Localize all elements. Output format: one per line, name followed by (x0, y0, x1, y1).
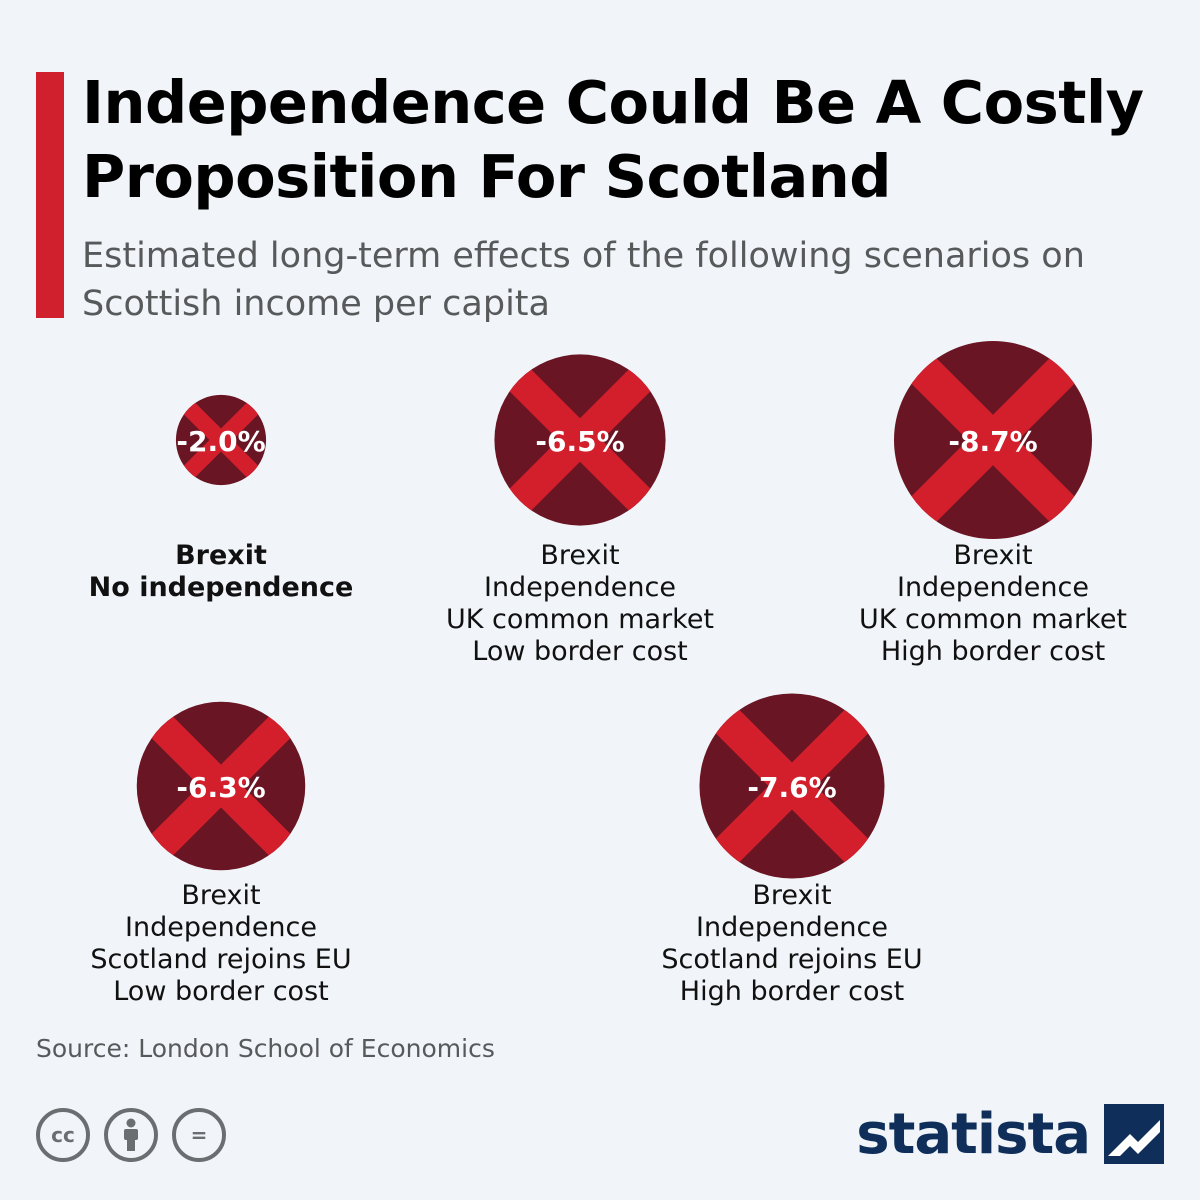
scenario-caption-line: Brexit (752, 880, 832, 911)
bubble: -6.5% (494, 354, 666, 526)
bubble-value-label: -7.6% (747, 771, 836, 804)
bubble: -6.3% (136, 701, 306, 871)
scenario-caption-line: Independence (483, 572, 676, 603)
scenario-caption-line: Low border cost (472, 636, 688, 667)
bubble-value-label: -6.3% (176, 771, 265, 804)
scenario-caption-line: High border cost (679, 976, 905, 1007)
scenario-caption-line: Scotland rejoins EU (661, 944, 923, 975)
bubble-value-label: -8.7% (948, 425, 1037, 458)
bubble-chart: -2.0% -6.5% -8.7% -6.3% -7.6% Brexit No indep… (0, 340, 1200, 1040)
bubble-value-label: -2.0% (176, 425, 265, 458)
scenario-caption-line: Brexit (953, 540, 1033, 571)
saltire-stripe (175, 394, 267, 486)
no-derivatives-icon[interactable]: = (172, 1108, 226, 1162)
scenario-caption: Brexit No independence (89, 540, 354, 604)
saltire-stripe (894, 341, 1092, 539)
statista-logo[interactable]: statista (856, 1098, 1164, 1170)
page-subtitle: Estimated long-term effects of the follo… (82, 236, 1085, 324)
scenario-caption-line: Brexit (540, 540, 620, 571)
scenario-caption-line: Brexit (181, 880, 261, 911)
scenario-caption-line: Brexit (175, 540, 267, 571)
scenario-caption-line: High border cost (880, 636, 1106, 667)
license-icons: cc = (36, 1108, 226, 1162)
scenario-caption-line: No independence (88, 572, 354, 603)
scenario-caption: Brexit Independence UK common market High b… (859, 540, 1127, 668)
cc-icon[interactable]: cc (36, 1108, 90, 1162)
scenario-caption-line: Independence (695, 912, 889, 943)
scenario-caption-line: Scotland rejoins EU (90, 944, 352, 975)
scenario-caption-line: Independence (124, 912, 318, 943)
source-note: Source: London School of Economics (36, 1034, 495, 1063)
page-title: Independence Could Be A Costly Propositi… (82, 68, 1144, 211)
saltire-stripe (699, 693, 885, 879)
accent-bar (36, 72, 64, 318)
bubble: -7.6% (699, 693, 885, 879)
statista-mark-icon (1104, 1104, 1164, 1164)
scenario-caption: Brexit Independence Scotland rejoins EU Hig… (661, 880, 922, 1008)
scenario-caption-line: Low border cost (113, 976, 329, 1007)
saltire-stripe (494, 354, 666, 526)
scenario-caption-line: UK common market (445, 604, 715, 635)
brand-name: statista (856, 1101, 1091, 1167)
saltire-stripe (136, 701, 306, 871)
person-icon (124, 1118, 138, 1151)
scenario-caption-line: Independence (896, 572, 1089, 603)
scenario-caption: Brexit Independence UK common market Low bo… (446, 540, 714, 668)
scenario-caption-line: UK common market (858, 604, 1128, 635)
bubble-value-label: -6.5% (535, 425, 624, 458)
scenario-caption: Brexit Independence Scotland rejoins EU Low… (90, 880, 351, 1008)
bubble: -2.0% (175, 394, 267, 486)
attribution-icon[interactable] (104, 1108, 158, 1162)
bubble-chart-svg: -2.0% -6.5% -8.7% -6.3% -7.6% (136, 341, 1092, 879)
bubble: -8.7% (894, 341, 1092, 539)
